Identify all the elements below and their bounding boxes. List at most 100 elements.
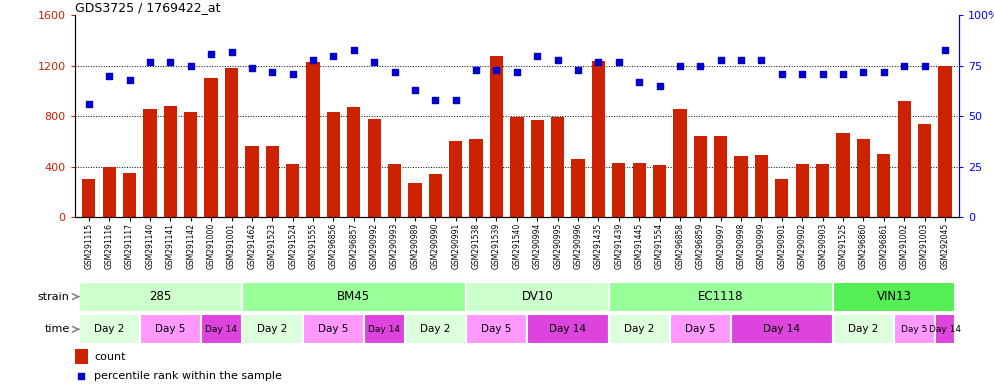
Text: Day 2: Day 2: [848, 324, 879, 334]
Bar: [246, 146, 258, 217]
Text: 285: 285: [149, 290, 171, 303]
Bar: [608, 281, 833, 312]
Bar: [242, 281, 466, 312]
Point: [447, 97, 463, 103]
Point: [183, 63, 199, 69]
Bar: [527, 314, 608, 344]
Bar: [795, 164, 809, 217]
Bar: [572, 159, 584, 217]
Point: [509, 69, 525, 75]
Bar: [242, 314, 303, 344]
Point: [203, 51, 219, 57]
Bar: [79, 314, 140, 344]
Bar: [469, 139, 483, 217]
Text: Day 14: Day 14: [929, 325, 961, 334]
Point: [427, 97, 443, 103]
Point: [366, 59, 382, 65]
Point: [325, 53, 341, 59]
Bar: [368, 119, 381, 217]
Bar: [612, 163, 625, 217]
Text: Day 2: Day 2: [94, 324, 124, 334]
Bar: [653, 165, 666, 217]
Point: [794, 71, 810, 77]
Bar: [75, 349, 87, 364]
Bar: [164, 106, 177, 217]
Bar: [670, 314, 731, 344]
Point: [142, 59, 158, 65]
Text: Day 14: Day 14: [763, 324, 800, 334]
Bar: [428, 174, 442, 217]
Point: [835, 71, 851, 77]
Point: [734, 56, 749, 63]
Bar: [938, 66, 951, 217]
Bar: [83, 179, 95, 217]
Text: Day 5: Day 5: [902, 325, 927, 334]
Bar: [286, 164, 299, 217]
Text: GDS3725 / 1769422_at: GDS3725 / 1769422_at: [75, 1, 220, 14]
Bar: [591, 61, 605, 217]
Bar: [816, 164, 829, 217]
Bar: [608, 314, 670, 344]
Point: [244, 65, 259, 71]
Text: Day 14: Day 14: [550, 324, 586, 334]
Point: [672, 63, 688, 69]
Bar: [79, 281, 242, 312]
Text: Day 5: Day 5: [685, 324, 716, 334]
Point: [530, 53, 546, 59]
Text: EC1118: EC1118: [698, 290, 744, 303]
Bar: [490, 56, 503, 217]
Text: Day 5: Day 5: [318, 324, 349, 334]
Bar: [531, 120, 544, 217]
Point: [937, 46, 953, 53]
Bar: [694, 136, 707, 217]
Point: [897, 63, 912, 69]
Bar: [225, 68, 239, 217]
Point: [590, 59, 606, 65]
Bar: [735, 157, 747, 217]
Point: [74, 372, 89, 379]
Bar: [205, 78, 218, 217]
Text: DV10: DV10: [522, 290, 553, 303]
Point: [815, 71, 831, 77]
Bar: [775, 179, 788, 217]
Bar: [327, 113, 340, 217]
Text: Day 2: Day 2: [257, 324, 287, 334]
Point: [753, 56, 769, 63]
Point: [856, 69, 872, 75]
Text: count: count: [94, 352, 125, 362]
Bar: [466, 281, 608, 312]
Point: [611, 59, 627, 65]
Text: Day 5: Day 5: [155, 324, 186, 334]
Bar: [632, 163, 646, 217]
Point: [713, 56, 729, 63]
Point: [488, 67, 504, 73]
Bar: [510, 118, 524, 217]
Bar: [364, 314, 405, 344]
Point: [264, 69, 280, 75]
Point: [468, 67, 484, 73]
Point: [81, 101, 96, 107]
Bar: [917, 124, 931, 217]
Point: [631, 79, 647, 85]
Point: [550, 56, 566, 63]
Text: Day 2: Day 2: [624, 324, 654, 334]
Text: Day 14: Day 14: [369, 325, 401, 334]
Point: [407, 87, 422, 93]
Bar: [102, 167, 116, 217]
Text: percentile rank within the sample: percentile rank within the sample: [94, 371, 282, 381]
Bar: [388, 164, 402, 217]
Bar: [754, 155, 768, 217]
Point: [162, 59, 178, 65]
Point: [571, 67, 586, 73]
Point: [346, 46, 362, 53]
Bar: [449, 141, 462, 217]
Bar: [898, 101, 911, 217]
Bar: [306, 62, 320, 217]
Bar: [347, 108, 361, 217]
Bar: [934, 314, 955, 344]
Text: BM45: BM45: [337, 290, 371, 303]
Bar: [140, 314, 201, 344]
Bar: [836, 132, 850, 217]
Bar: [303, 314, 364, 344]
Bar: [877, 154, 891, 217]
